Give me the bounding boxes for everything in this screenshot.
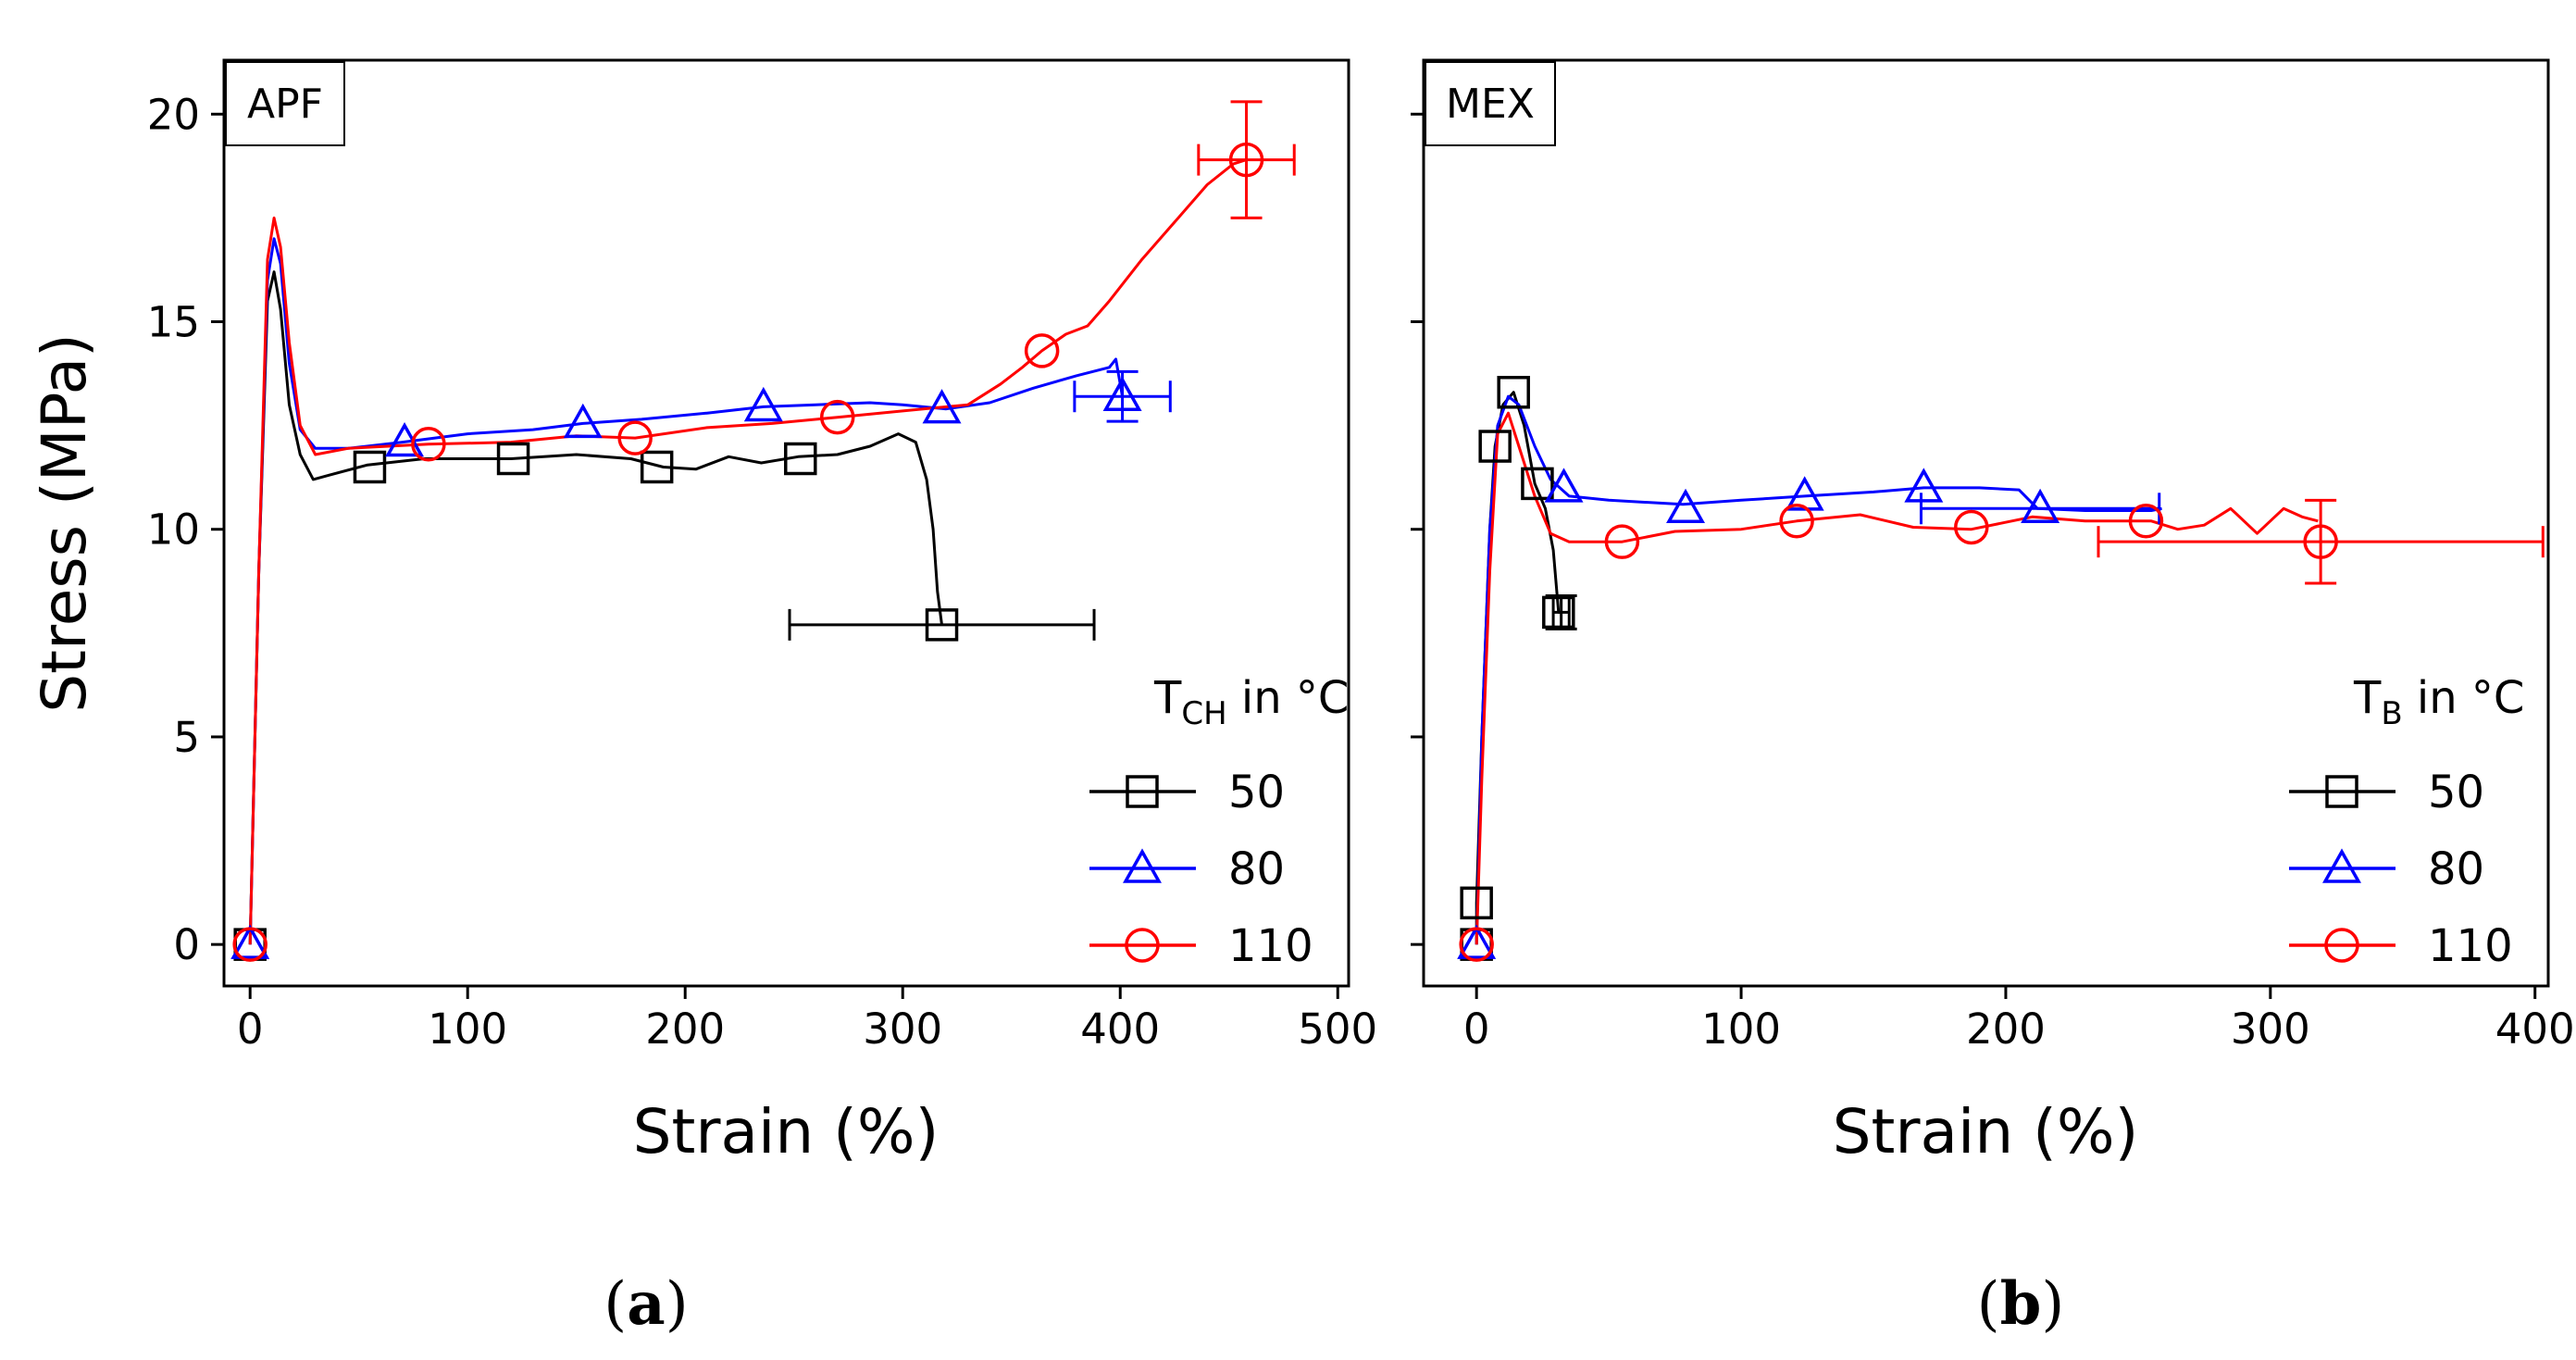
y-tick-label: 5	[173, 713, 200, 762]
marker-80	[1102, 376, 1142, 411]
marker-50	[496, 442, 530, 476]
legend-marker-50	[2325, 775, 2358, 808]
legend-label-80: 80	[2428, 843, 2484, 895]
x-tick-label: 500	[1298, 1004, 1377, 1054]
legend-marker-110	[1125, 928, 1160, 963]
series-lines	[1475, 391, 2319, 945]
panel-label: APF	[247, 81, 323, 128]
panel-b: 0 100 200 300 400 MEX Strain (%) TB in °C 50 8…	[1411, 58, 2575, 1339]
series-line-80	[1475, 394, 2162, 945]
panel-label: MEX	[1446, 81, 1535, 128]
legend: TB in °C 50 80 110	[2289, 672, 2524, 972]
y-axis-label: Stress (MPa)	[29, 333, 100, 713]
legend-title: TCH in °C	[1153, 672, 1349, 732]
marker-110	[1228, 142, 1264, 178]
y-tick-label: 15	[147, 298, 200, 347]
caption-a: (a)	[604, 1269, 688, 1339]
x-tick-label: 0	[237, 1004, 264, 1054]
legend-title: TB in °C	[2353, 672, 2524, 732]
marker-80	[563, 403, 603, 439]
x-tick-label: 100	[1701, 1004, 1781, 1054]
marker-50	[1521, 467, 1554, 501]
y-tick-label: 0	[173, 920, 200, 969]
marker-80	[922, 389, 962, 424]
x-tick-label: 300	[863, 1004, 942, 1054]
plot-frame	[222, 58, 1350, 988]
series-line-110	[248, 158, 1247, 945]
series-line-80	[248, 237, 1125, 945]
marker-80	[2021, 488, 2060, 524]
error-bars	[788, 100, 1296, 641]
legend-label-50: 50	[1228, 767, 1285, 818]
legend-marker-80	[2322, 848, 2361, 883]
error-bars	[1545, 493, 2545, 630]
marker-110	[617, 420, 653, 455]
caption-b: (b)	[1977, 1269, 2065, 1339]
legend-label-110: 110	[2428, 920, 2513, 972]
x-tick-label: 200	[645, 1004, 725, 1054]
marker-110	[2303, 524, 2338, 559]
marker-110	[2128, 504, 2164, 539]
x-tick-label: 100	[428, 1004, 507, 1054]
marker-80	[1457, 924, 1497, 959]
legend-marker-110	[2324, 928, 2359, 963]
marker-80	[1666, 488, 1706, 524]
legend: TCH in °C 50 80 110	[1089, 672, 1349, 972]
marker-50	[1542, 595, 1575, 630]
legend-marker-80	[1123, 848, 1162, 883]
series-line-50	[248, 270, 943, 945]
marker-50	[1460, 886, 1493, 920]
marker-110	[1954, 509, 1989, 545]
x-axis-label: Strain (%)	[633, 1096, 940, 1167]
marker-110	[1779, 504, 1814, 539]
series-line-110	[1475, 411, 2319, 945]
marker-50	[1497, 375, 1530, 409]
marker-80	[743, 386, 783, 422]
axis-ticks: 0 100 200 300 400 500 0 5 10 15 20	[147, 90, 1377, 1054]
marker-50	[353, 450, 387, 484]
y-tick-label: 10	[147, 505, 200, 555]
series-markers	[1457, 375, 2338, 962]
x-tick-label: 300	[2231, 1004, 2310, 1054]
marker-80	[1544, 468, 1584, 503]
x-axis-label: Strain (%)	[1833, 1096, 2139, 1167]
legend-label-80: 80	[1228, 843, 1285, 895]
marker-110	[1604, 524, 1640, 559]
marker-80	[1904, 468, 1944, 503]
marker-110	[1024, 333, 1060, 368]
x-tick-label: 400	[2495, 1004, 2575, 1054]
panel-label-box	[1425, 61, 1556, 146]
marker-80	[230, 924, 270, 959]
marker-110	[232, 927, 268, 962]
marker-110	[411, 427, 446, 462]
marker-50	[1478, 430, 1512, 463]
x-tick-label: 200	[1966, 1004, 2046, 1054]
axis-ticks: 0 100 200 300 400	[1411, 112, 2575, 1054]
x-tick-label: 400	[1080, 1004, 1160, 1054]
legend-marker-50	[1126, 775, 1159, 808]
y-tick-label: 20	[147, 90, 200, 139]
legend-label-110: 110	[1228, 920, 1313, 972]
legend-label-50: 50	[2428, 767, 2484, 818]
marker-50	[784, 442, 817, 476]
series-markers	[230, 142, 1264, 962]
marker-110	[1459, 927, 1494, 962]
x-tick-label: 0	[1463, 1004, 1490, 1054]
panel-label-box	[225, 61, 345, 146]
marker-50	[640, 450, 674, 484]
series-lines	[248, 158, 1247, 945]
marker-50	[925, 608, 959, 642]
marker-110	[819, 399, 855, 435]
